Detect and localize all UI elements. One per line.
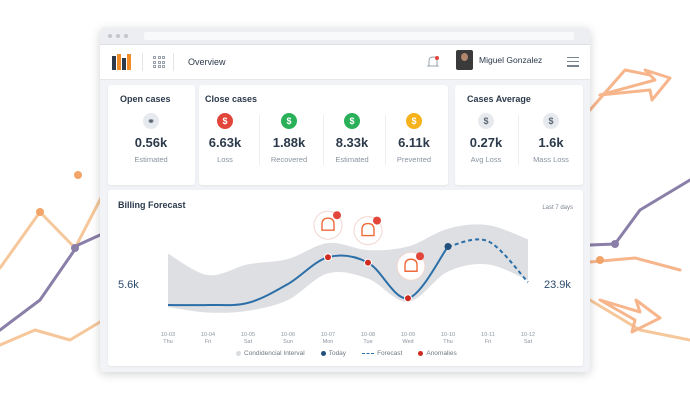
x-tick-label: 10-10: [441, 332, 455, 338]
page-title: Overview: [188, 57, 226, 67]
stat-avg-loss: $ 0.27k Avg Loss: [456, 113, 516, 164]
alert-badge: [333, 211, 341, 220]
brand-logo[interactable]: [112, 54, 134, 70]
link-icon: ⚭: [143, 113, 159, 129]
anomaly-point: [364, 258, 372, 267]
forecast-series-line: [447, 238, 529, 283]
today-marker: [444, 243, 452, 251]
user-name: Miguel Gonzalez: [479, 55, 543, 65]
confidence-interval-band: [168, 224, 528, 313]
x-tick-day-label: Sat: [244, 339, 253, 345]
anomaly-point: [404, 294, 412, 303]
divider: [173, 53, 174, 71]
x-tick-label: 10-07: [321, 332, 335, 338]
user-profile[interactable]: Miguel Gonzalez: [456, 50, 542, 70]
stat-label: Loss: [217, 155, 233, 164]
x-tick-label: 10-11: [481, 332, 495, 338]
x-tick-day-label: Thu: [443, 339, 452, 345]
shield-dollar-icon: $: [344, 113, 360, 129]
divider: [142, 53, 143, 71]
billing-forecast-chart: 5.6k 23.9k10-03Thu10-04Fri10-05Sat10-06Su…: [118, 210, 571, 345]
x-tick-day-label: Fri: [485, 339, 491, 345]
date-range-filter[interactable]: Last 7 days: [542, 205, 573, 211]
stat-value: 0.56k: [134, 135, 168, 150]
stat-label: Recovered: [270, 155, 308, 164]
window-dot: [124, 34, 128, 38]
x-tick-day-label: Mon: [323, 339, 334, 345]
stat-label: Estimated: [335, 155, 369, 164]
address-bar[interactable]: [144, 32, 574, 40]
stat-label: Mass Loss: [533, 155, 569, 164]
chart-title: Billing Forecast: [118, 200, 186, 210]
stat-loss: $ 6.63k Loss: [195, 113, 255, 164]
stat-mass-loss: $ 1.6k Mass Loss: [521, 113, 581, 164]
bag-icon: $: [478, 113, 494, 129]
bags-icon: $: [543, 113, 559, 129]
notifications-bell-icon[interactable]: [424, 53, 442, 71]
card-title: Close cases: [205, 94, 258, 104]
card-title: Cases Average: [467, 94, 531, 104]
open-cases-card: Open cases ⚭ 0.56k Estimated: [108, 85, 195, 185]
stat-value: 6.11k: [398, 135, 430, 150]
x-tick-day-label: Tue: [363, 339, 372, 345]
divider: [385, 115, 386, 165]
legend-item-anomalies[interactable]: Anomalies: [418, 350, 457, 357]
x-tick-day-label: Thu: [163, 339, 172, 345]
app-window: Overview Miguel Gonzalez Open cases ⚭ 0.…: [100, 28, 590, 372]
left-value-label: 5.6k: [118, 279, 139, 291]
stat-value: 6.63k: [208, 135, 242, 150]
dollar-icon: $: [217, 113, 233, 129]
divider: [518, 115, 519, 165]
legend-item-interval[interactable]: Condidencial Interval: [236, 350, 305, 357]
x-tick-day-label: Fri: [205, 339, 211, 345]
x-tick-label: 10-03: [161, 332, 175, 338]
divider: [323, 115, 324, 165]
x-tick-label: 10-06: [281, 332, 295, 338]
divider: [259, 115, 260, 165]
cases-average-card: Cases Average $ 0.27k Avg Loss $ 1.6k Ma…: [455, 85, 583, 185]
x-tick-label: 10-05: [241, 332, 255, 338]
alert-badge: [416, 252, 424, 261]
stat-value: 8.33k: [335, 135, 369, 150]
money-icon: $: [281, 113, 297, 129]
stat-recovered: $ 1.88k Recovered: [259, 113, 319, 164]
alert-badge: [373, 216, 381, 225]
stat-estimated-close: $ 8.33k Estimated: [322, 113, 382, 164]
right-value-label: 23.9k: [544, 279, 571, 291]
x-tick-label: 10-12: [521, 332, 535, 338]
x-tick-label: 10-08: [361, 332, 375, 338]
stat-label: Estimated: [134, 155, 168, 164]
chart-legend: Condidencial Interval Today Forecast Ano…: [236, 350, 457, 357]
browser-chrome: [100, 28, 590, 45]
stat-label: Avg Loss: [470, 155, 502, 164]
avatar: [456, 50, 473, 70]
x-tick-label: 10-09: [401, 332, 415, 338]
x-tick-day-label: Wed: [402, 339, 413, 345]
card-title: Open cases: [120, 94, 171, 104]
stat-prevented: $ 6.11k Prevented: [384, 113, 444, 164]
x-tick-label: 10-04: [201, 332, 215, 338]
top-bar: Overview Miguel Gonzalez: [100, 45, 590, 80]
stat-value: 0.27k: [469, 135, 503, 150]
bell-icon: [361, 222, 375, 237]
legend-item-today[interactable]: Today: [320, 350, 346, 357]
legend-item-forecast[interactable]: Forecast: [362, 350, 402, 357]
x-tick-day-label: Sun: [283, 339, 293, 345]
x-tick-day-label: Sat: [524, 339, 533, 345]
window-dot: [108, 34, 112, 38]
stat-estimated-open: ⚭ 0.56k Estimated: [121, 113, 181, 164]
apps-grid-icon[interactable]: [153, 56, 165, 68]
bell-icon: [321, 217, 335, 231]
bell-icon: [404, 258, 418, 272]
close-cases-card: Close cases $ 6.63k Loss $ 1.88k Recover…: [199, 85, 448, 185]
window-dot: [116, 34, 120, 38]
hamburger-menu-icon[interactable]: [567, 57, 579, 70]
anomaly-point: [324, 253, 332, 262]
stat-value: 1.88k: [272, 135, 306, 150]
billing-forecast-card: 5.6k 23.9k 10-03 Thu 10-04 Fri 10-05 Sat 10-06 Su…: [108, 190, 583, 366]
coins-icon: $: [406, 113, 422, 129]
stat-label: Prevented: [396, 155, 432, 164]
stat-value: 1.6k: [538, 135, 564, 150]
